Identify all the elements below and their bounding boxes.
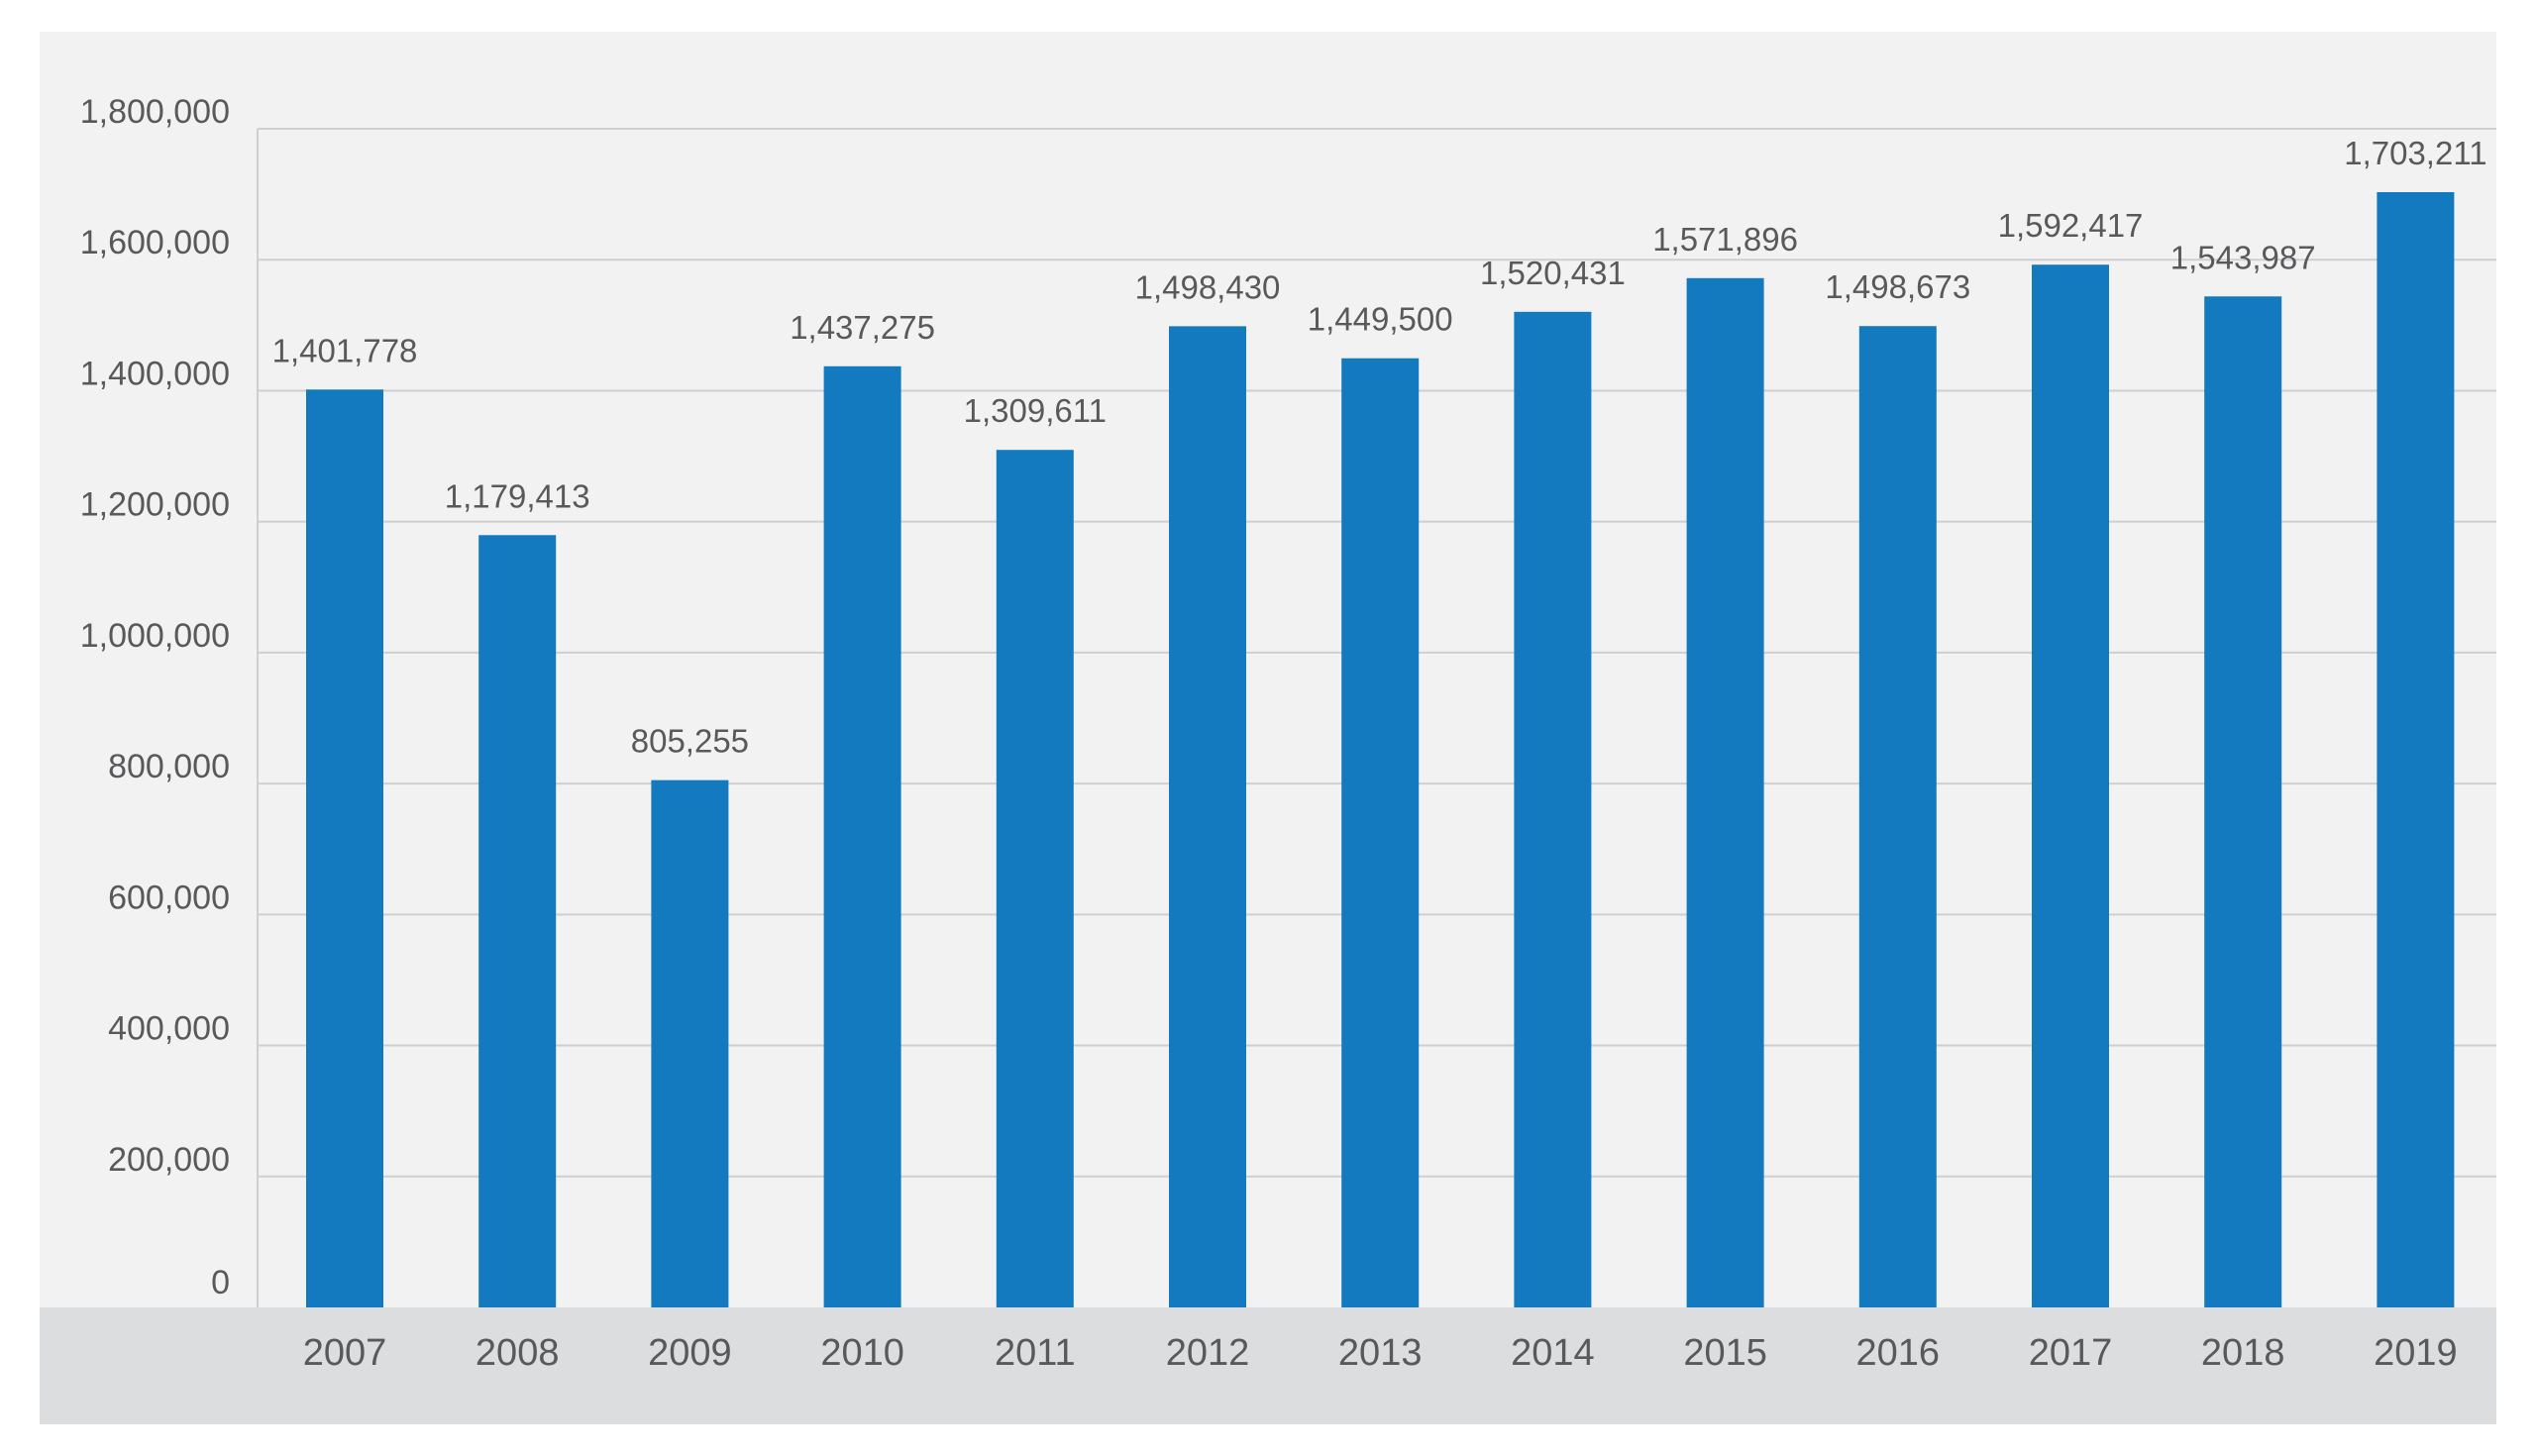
x-tick-label-2017: 2017 bbox=[2029, 1332, 2113, 1374]
bar-2010 bbox=[823, 365, 901, 1307]
x-tick-label-2012: 2012 bbox=[1166, 1332, 1250, 1374]
bar-2014 bbox=[1514, 311, 1592, 1307]
bars bbox=[306, 191, 2455, 1308]
data-label-2016: 1,498,673 bbox=[1825, 268, 1970, 305]
x-tick-label-2010: 2010 bbox=[820, 1332, 904, 1374]
data-label-2013: 1,449,500 bbox=[1308, 301, 1453, 338]
bar-2015 bbox=[1686, 277, 1764, 1307]
bar-2009 bbox=[651, 780, 729, 1307]
data-label-2015: 1,571,896 bbox=[1652, 221, 1798, 258]
bar-2012 bbox=[1169, 326, 1246, 1307]
y-tick-label: 800,000 bbox=[108, 748, 230, 785]
y-tick-label: 1,400,000 bbox=[80, 355, 230, 392]
x-tick-label-2014: 2014 bbox=[1511, 1332, 1595, 1374]
bar-2011 bbox=[996, 450, 1074, 1307]
y-axis-ticks: 0 200,000 400,000 600,000 800,000 1,000,000 1,… bbox=[80, 93, 230, 1301]
data-label-2018: 1,543,987 bbox=[2170, 239, 2316, 275]
x-tick-label-2008: 2008 bbox=[476, 1332, 560, 1374]
x-tick-label-2019: 2019 bbox=[2374, 1332, 2458, 1374]
x-tick-label-2013: 2013 bbox=[1338, 1332, 1423, 1374]
bar-2007 bbox=[306, 389, 383, 1307]
data-label-2017: 1,592,417 bbox=[1998, 207, 2144, 244]
bar-2013 bbox=[1341, 358, 1420, 1307]
y-tick-label: 1,600,000 bbox=[80, 224, 230, 261]
y-tick-label: 0 bbox=[211, 1264, 230, 1301]
x-tick-label-2015: 2015 bbox=[1683, 1332, 1767, 1374]
x-axis-band bbox=[40, 1307, 2496, 1424]
x-tick-label-2007: 2007 bbox=[303, 1332, 387, 1374]
x-tick-label-2009: 2009 bbox=[648, 1332, 732, 1374]
x-tick-label-2018: 2018 bbox=[2201, 1332, 2285, 1374]
bar-2008 bbox=[478, 535, 557, 1307]
data-labels: 1,401,778 1,179,413 805,255 1,437,275 1,309,… bbox=[272, 135, 2487, 760]
bar-2016 bbox=[1858, 326, 1937, 1307]
data-label-2008: 1,179,413 bbox=[445, 477, 590, 514]
data-label-2011: 1,309,611 bbox=[964, 392, 1107, 429]
bar-2019 bbox=[2377, 191, 2455, 1307]
data-label-2010: 1,437,275 bbox=[790, 309, 935, 346]
data-label-2009: 805,255 bbox=[631, 723, 749, 760]
data-label-2014: 1,520,431 bbox=[1480, 255, 1626, 291]
x-tick-label-2016: 2016 bbox=[1856, 1332, 1941, 1374]
y-tick-label: 1,800,000 bbox=[80, 93, 230, 131]
x-axis-labels: 2007 2008 2009 2010 2011 2012 2013 2014 2015 2016… bbox=[303, 1332, 2458, 1374]
y-tick-label: 200,000 bbox=[108, 1141, 230, 1179]
data-label-2012: 1,498,430 bbox=[1135, 268, 1281, 305]
x-tick-label-2011: 2011 bbox=[995, 1332, 1076, 1374]
y-tick-label: 600,000 bbox=[108, 879, 230, 916]
y-tick-label: 1,000,000 bbox=[80, 617, 230, 655]
y-tick-label: 1,200,000 bbox=[80, 486, 230, 524]
y-tick-label: 400,000 bbox=[108, 1010, 230, 1048]
data-label-2019: 1,703,211 bbox=[2344, 135, 2486, 171]
bar-2017 bbox=[2032, 264, 2109, 1308]
data-label-2007: 1,401,778 bbox=[272, 332, 418, 368]
bar-2018 bbox=[2204, 296, 2282, 1307]
